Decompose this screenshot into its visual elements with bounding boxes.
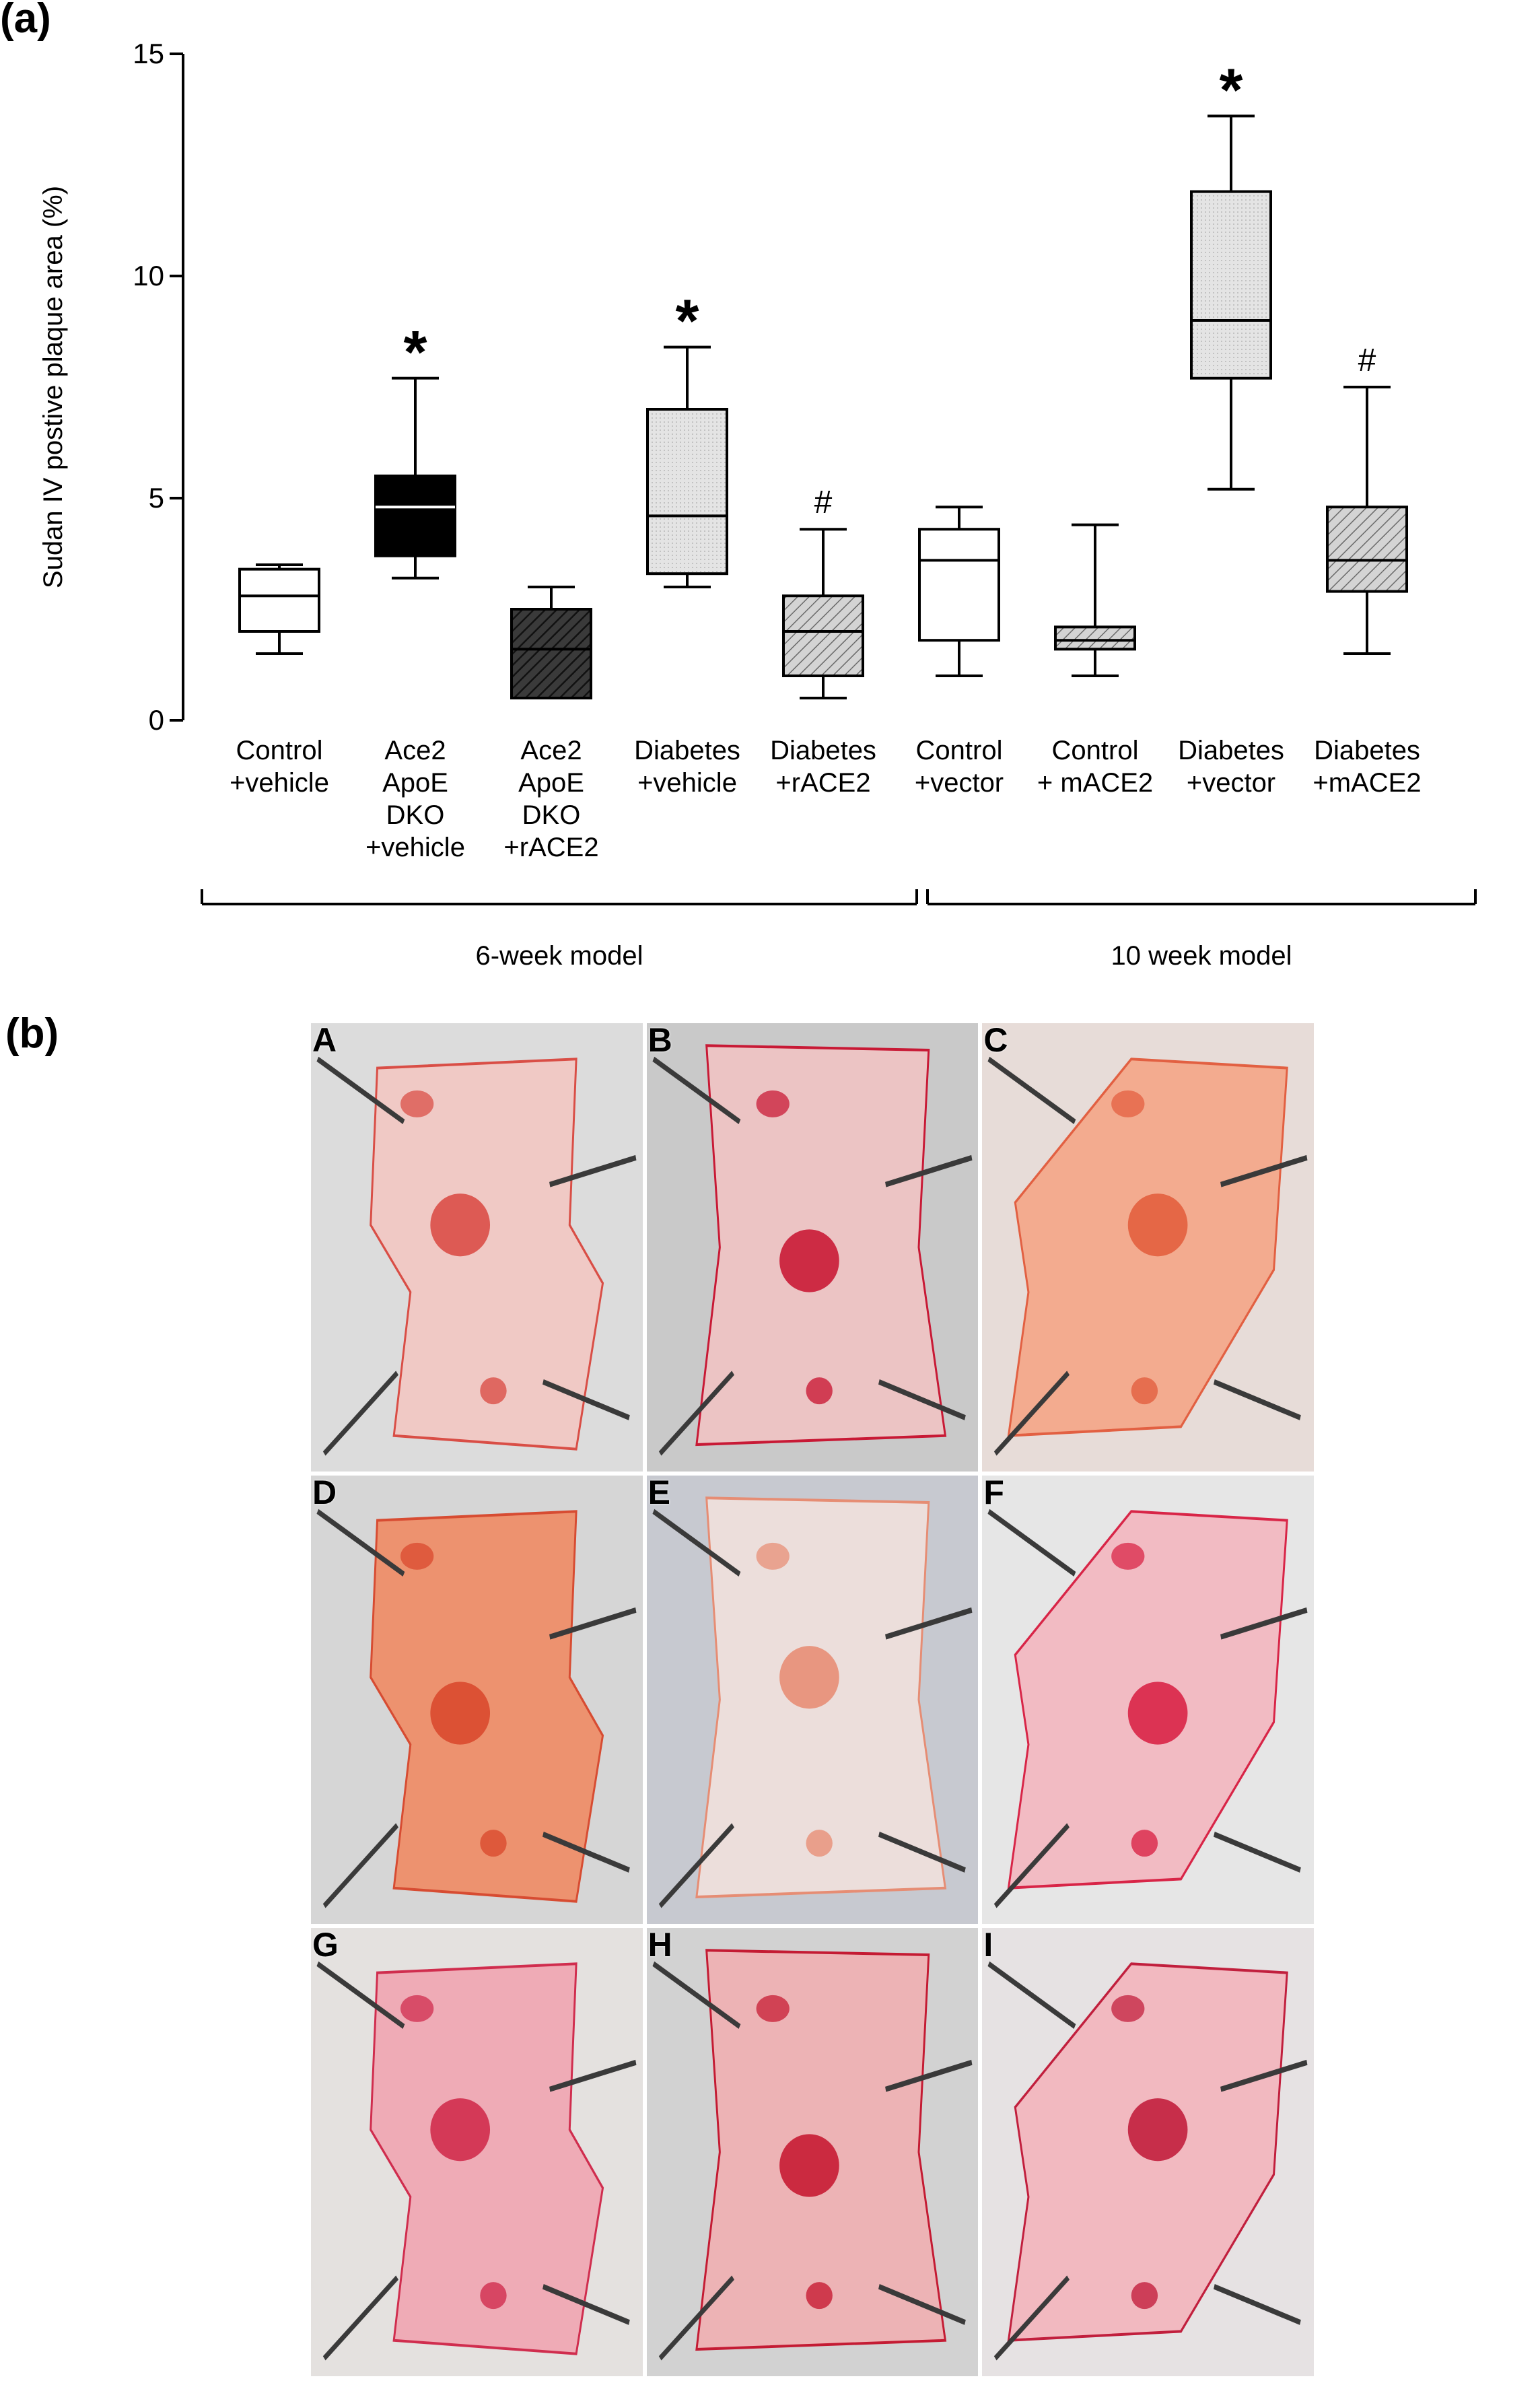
box-iqr — [918, 528, 1000, 642]
photo-panel-letter: H — [648, 1928, 672, 1964]
box-iqr — [646, 408, 728, 576]
box-6 — [918, 506, 1000, 677]
category-label-line: + mACE2 — [1037, 768, 1153, 798]
category-label-line: Diabetes — [1178, 736, 1284, 765]
box-iqr — [1054, 625, 1136, 651]
group-1: 6-week model — [201, 889, 918, 971]
photo-panel-letter: C — [983, 1023, 1008, 1059]
significance-star: * — [675, 288, 699, 355]
photo-panel-g: G — [311, 1928, 643, 2376]
y-tick-label: 15 — [133, 38, 164, 69]
category-label-line: +vehicle — [365, 833, 465, 862]
significance-star: * — [403, 319, 427, 386]
photo-panel-letter: D — [312, 1476, 337, 1511]
category-labels: Control+vehicleAce2ApoEDKO+vehicleAce2Ap… — [230, 736, 1422, 862]
category-label-line: DKO — [522, 800, 581, 830]
box-4: * — [646, 288, 728, 588]
y-tick-label: 10 — [133, 260, 164, 291]
category-label-line: Ace2 — [520, 736, 582, 765]
box-5: # — [782, 485, 864, 699]
box-plot-chart: 0 5 10 15 Sudan IV postive plaque area (%) *… — [38, 38, 1477, 971]
box-iqr — [1190, 190, 1272, 380]
photo-panel-letter: A — [312, 1023, 337, 1059]
axes: 0 5 10 15 Sudan IV postive plaque area (%) — [38, 38, 184, 736]
photo-panel-letter: E — [648, 1476, 671, 1511]
category-label-4: Diabetes +vehicle — [634, 736, 740, 798]
category-label-line: DKO — [386, 800, 445, 830]
category-label-line: +vehicle — [637, 768, 737, 798]
box-1 — [238, 563, 320, 655]
photo-grid: A B C D E F G H I — [311, 1023, 1314, 2376]
category-label-line: +vehicle — [230, 768, 329, 798]
photo-panel-f: F — [982, 1476, 1314, 1924]
category-label-line: +vector — [1187, 768, 1275, 798]
significance-hash: # — [1358, 343, 1376, 378]
category-label-line: +rACE2 — [503, 833, 598, 862]
panel-a-label: (a) — [0, 0, 51, 42]
category-label-5: Diabetes +rACE2 — [770, 736, 876, 798]
category-label-line: Control — [1052, 736, 1139, 765]
photo-panel-b: B — [646, 1023, 979, 1472]
category-label-line: ApoE — [518, 768, 584, 798]
significance-hash: # — [814, 485, 833, 520]
aorta-tissue-image — [982, 1476, 1314, 1924]
y-tick-label: 0 — [149, 704, 164, 736]
box-7 — [1054, 523, 1136, 677]
aorta-tissue-image — [646, 1928, 979, 2376]
aorta-tissue-image — [311, 1023, 643, 1472]
category-label-9: Diabetes +mACE2 — [1312, 736, 1421, 798]
category-label-line: Diabetes — [770, 736, 876, 765]
aorta-tissue-image — [982, 1023, 1314, 1472]
significance-star: * — [1219, 57, 1242, 124]
photo-panel-d: D — [311, 1476, 643, 1924]
y-axis-title: Sudan IV postive plaque area (%) — [38, 186, 68, 588]
y-tick-label: 5 — [149, 482, 164, 514]
category-label-line: Ace2 — [384, 736, 446, 765]
category-label-line: ApoE — [382, 768, 448, 798]
aorta-tissue-image — [646, 1023, 979, 1472]
category-label-7: Control + mACE2 — [1037, 736, 1153, 798]
panel-b-label: (b) — [5, 1010, 59, 1057]
photo-panel-letter: F — [983, 1476, 1004, 1511]
box-iqr — [238, 567, 320, 633]
box-iqr — [782, 594, 864, 678]
category-label-line: Diabetes — [634, 736, 740, 765]
group-label: 6-week model — [475, 941, 643, 971]
category-label-line: +rACE2 — [775, 768, 870, 798]
category-label-line: Diabetes — [1314, 736, 1420, 765]
box-iqr — [510, 608, 592, 699]
category-label-6: Control +vector — [915, 736, 1004, 798]
photo-panel-letter: B — [648, 1023, 672, 1059]
box-3 — [510, 586, 592, 699]
aorta-tissue-image — [982, 1928, 1314, 2376]
category-label-line: +vector — [915, 768, 1004, 798]
box-iqr — [1326, 506, 1408, 593]
photo-panel-e: E — [646, 1476, 979, 1924]
photo-panel-letter: G — [312, 1928, 339, 1964]
category-label-8: Diabetes +vector — [1178, 736, 1284, 798]
photo-panel-letter: I — [983, 1928, 993, 1964]
box-2: * — [374, 319, 456, 580]
category-label-line: Control — [916, 736, 1003, 765]
photo-panel-h: H — [646, 1928, 979, 2376]
boxes-layer: * * # * # — [238, 57, 1408, 699]
photo-panel-a: A — [311, 1023, 643, 1472]
aorta-tissue-image — [646, 1476, 979, 1924]
box-8: * — [1190, 57, 1272, 491]
aorta-tissue-image — [311, 1928, 643, 2376]
box-9: # — [1326, 343, 1408, 655]
photo-panel-c: C — [982, 1023, 1314, 1472]
category-label-line: Control — [236, 736, 323, 765]
group-label: 10 week model — [1111, 941, 1292, 971]
category-label-line: +mACE2 — [1312, 768, 1421, 798]
aorta-tissue-image — [311, 1476, 643, 1924]
group-brackets: 6-week model 10 week model — [201, 889, 1477, 971]
group-2: 10 week model — [926, 889, 1477, 971]
category-label-1: Control +vehicle — [230, 736, 329, 798]
box-iqr — [374, 475, 456, 557]
photo-panel-i: I — [982, 1928, 1314, 2376]
